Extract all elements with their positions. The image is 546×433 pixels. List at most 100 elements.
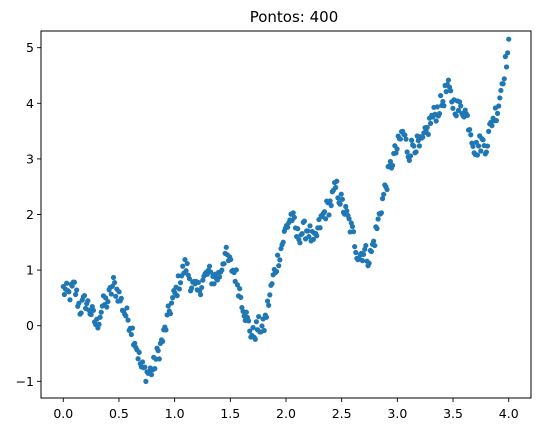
data-point [259,323,265,329]
data-point [505,50,511,56]
data-point [237,286,243,292]
data-point [285,224,291,230]
plot-frame [40,30,532,399]
data-point [484,143,491,149]
data-points [60,36,512,384]
data-point [256,313,262,320]
data-point [413,149,419,155]
data-point [360,251,367,257]
data-point [88,311,94,318]
data-point [403,136,409,142]
data-point [170,295,176,301]
data-point [219,267,225,273]
data-point [433,118,439,124]
data-point [468,132,474,138]
data-point [116,289,122,295]
data-point [497,95,503,101]
x-tick-label: 3.5 [443,406,463,421]
y-tick-label: 3 [26,151,34,166]
data-point [69,283,75,289]
data-point [441,103,447,109]
data-point [448,88,454,94]
y-tick-label: 0 [26,318,34,333]
data-point [266,302,272,308]
y-tick-label: 5 [26,40,34,55]
data-point [404,149,410,155]
data-point [183,268,189,274]
data-point [165,303,171,309]
data-point [493,117,500,124]
y-tick-label: 1 [26,263,34,278]
data-point [416,143,423,149]
data-point [253,319,260,325]
data-point [394,146,400,152]
data-point [371,238,377,244]
data-point [379,196,386,202]
data-point [247,328,253,334]
data-point [263,314,270,320]
data-point [233,267,239,273]
data-point [478,148,484,154]
data-point [76,300,82,306]
data-point [86,307,92,313]
data-point [334,178,340,184]
data-point [506,36,512,42]
data-point [186,276,193,282]
data-point [124,305,130,311]
data-point [264,298,271,304]
data-point [301,218,308,224]
data-point [498,87,504,94]
data-point [337,201,343,207]
data-point [353,249,359,256]
data-point [344,208,350,214]
data-point [176,286,182,292]
data-point [118,295,124,301]
data-point [290,210,296,216]
data-point [103,295,109,301]
data-point [90,307,97,313]
x-tick-label: 0.0 [53,406,73,421]
data-point [98,309,104,315]
data-point [238,294,244,300]
x-tick-label: 4.0 [499,406,519,421]
data-point [339,196,345,202]
data-point [349,223,356,230]
data-point [252,336,258,342]
data-point [464,112,471,119]
data-point [72,291,79,298]
data-point [496,103,502,109]
data-point [501,76,507,82]
data-point [333,184,339,191]
data-point [273,268,280,275]
data-point [372,242,378,249]
data-point [424,124,430,130]
data-point [500,81,506,87]
data-point [409,137,415,143]
data-point [66,289,72,295]
data-point [261,327,267,334]
data-point [384,186,390,193]
data-point [128,331,134,338]
data-point [67,297,73,303]
data-point [81,292,88,299]
data-point [307,223,313,229]
data-point [269,281,275,287]
data-point [143,378,149,384]
data-point [142,364,148,370]
data-point [277,257,283,263]
data-point [427,120,434,126]
data-point [97,314,103,320]
data-point [208,269,214,275]
data-point [390,162,396,169]
data-point [267,292,273,298]
data-point [387,158,393,165]
data-point [375,216,381,222]
data-point [467,126,473,133]
data-point [156,356,162,362]
chart-title: Pontos: 400 [250,8,339,26]
data-point [328,202,334,209]
data-point [474,152,481,158]
data-point [104,304,110,310]
data-point [299,231,305,237]
data-point [450,105,456,111]
